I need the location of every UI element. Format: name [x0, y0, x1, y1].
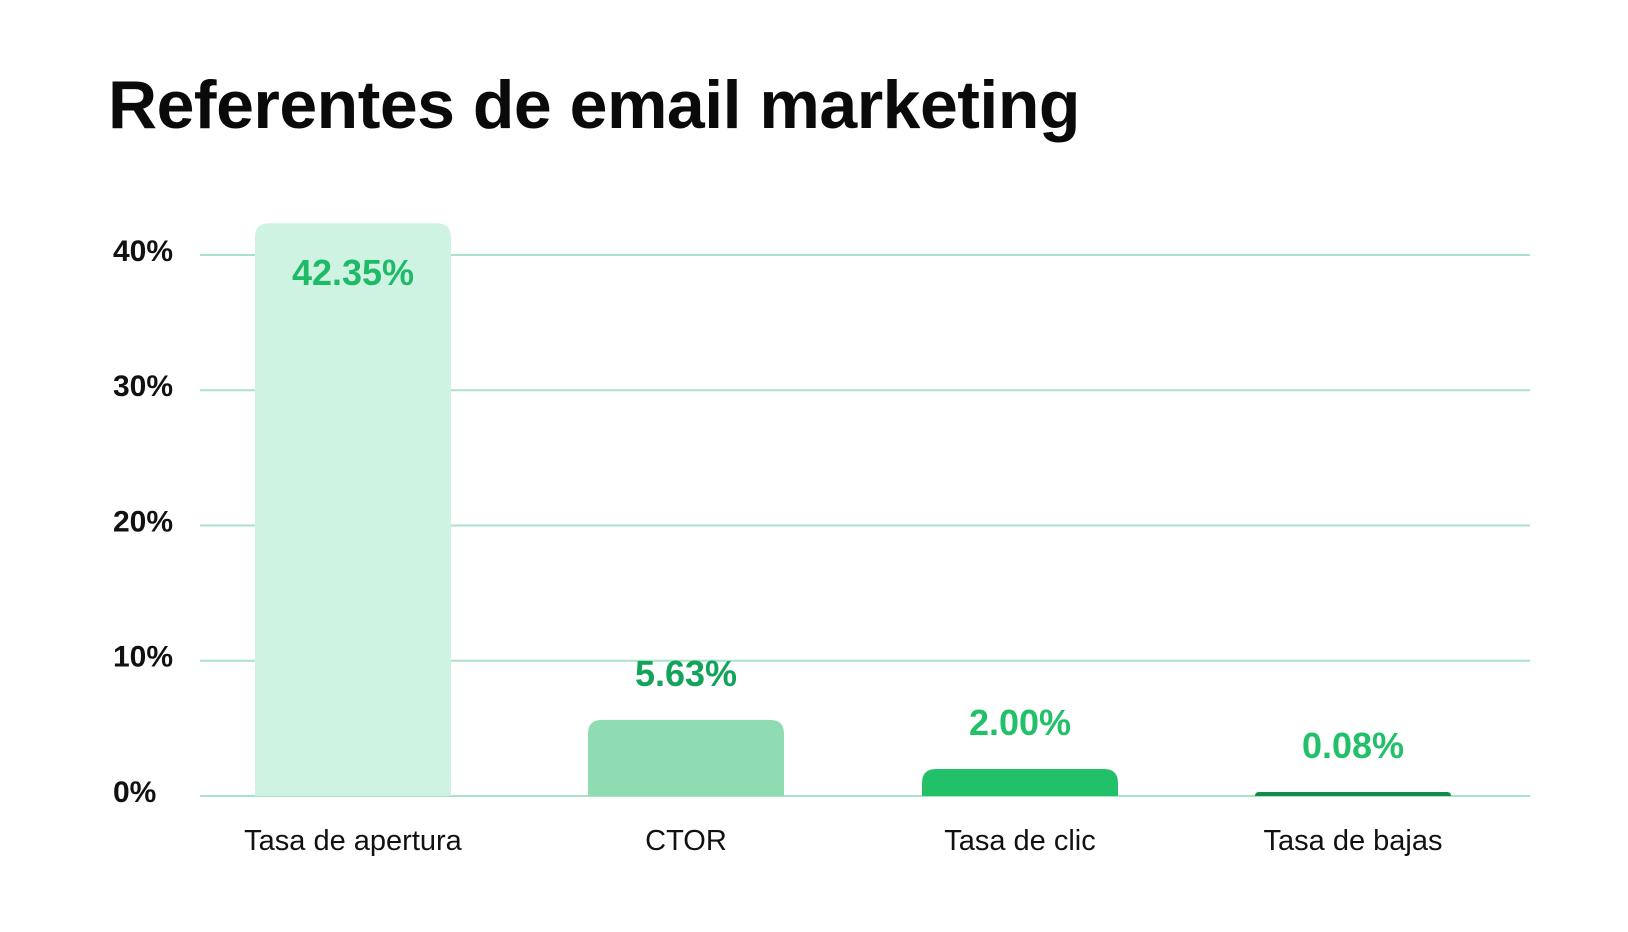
bar-1 — [588, 719, 784, 796]
y-axis-ticks: 0% 10% 20% 30% 40% — [113, 235, 173, 809]
bar-2 — [922, 768, 1118, 796]
y-tick-label: 30% — [113, 370, 173, 403]
x-tick-label: CTOR — [645, 825, 727, 857]
y-tick-label: 40% — [113, 235, 173, 268]
x-tick-label: Tasa de clic — [944, 825, 1096, 857]
x-tick-label: Tasa de bajas — [1264, 825, 1443, 857]
y-tick-label: 0% — [113, 776, 156, 809]
x-tick-label: Tasa de apertura — [244, 825, 463, 857]
chart-title: Referentes de email marketing — [108, 67, 1080, 143]
data-label: 0.08% — [1302, 725, 1404, 766]
bars — [255, 223, 1451, 796]
x-axis-ticks: Tasa de apertura CTOR Tasa de clic Tasa de … — [244, 825, 1442, 857]
bar-0 — [255, 223, 451, 796]
data-label: 2.00% — [969, 702, 1071, 743]
data-labels: 42.35% 5.63% 2.00% 0.08% — [292, 252, 1404, 766]
data-label: 42.35% — [292, 252, 414, 293]
y-tick-label: 10% — [113, 641, 173, 674]
bar-3 — [1255, 792, 1451, 796]
data-label: 5.63% — [635, 653, 737, 694]
y-tick-label: 20% — [113, 505, 173, 538]
